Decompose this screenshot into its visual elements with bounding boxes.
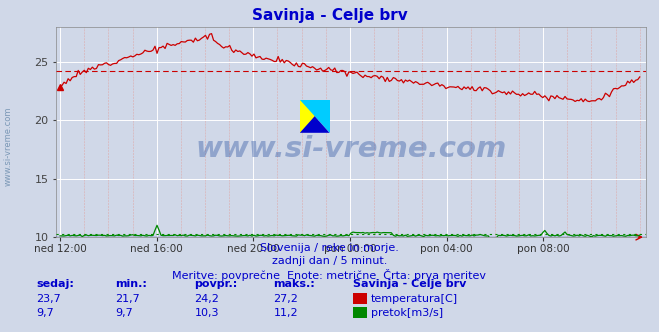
Text: 23,7: 23,7 (36, 294, 61, 304)
Text: zadnji dan / 5 minut.: zadnji dan / 5 minut. (272, 256, 387, 266)
Text: 27,2: 27,2 (273, 294, 299, 304)
Text: pretok[m3/s]: pretok[m3/s] (371, 308, 443, 318)
Text: 11,2: 11,2 (273, 308, 298, 318)
Text: 10,3: 10,3 (194, 308, 219, 318)
Text: Slovenija / reke in morje.: Slovenija / reke in morje. (260, 243, 399, 253)
Text: 9,7: 9,7 (115, 308, 133, 318)
Text: 24,2: 24,2 (194, 294, 219, 304)
Text: min.:: min.: (115, 279, 147, 289)
Polygon shape (300, 100, 330, 133)
Text: povpr.:: povpr.: (194, 279, 238, 289)
Text: 21,7: 21,7 (115, 294, 140, 304)
Text: temperatura[C]: temperatura[C] (371, 294, 458, 304)
Text: sedaj:: sedaj: (36, 279, 74, 289)
Text: Meritve: povprečne  Enote: metrične  Črta: prva meritev: Meritve: povprečne Enote: metrične Črta:… (173, 269, 486, 281)
Polygon shape (300, 100, 330, 133)
Text: 9,7: 9,7 (36, 308, 54, 318)
Text: maks.:: maks.: (273, 279, 315, 289)
Text: www.si-vreme.com: www.si-vreme.com (195, 135, 507, 163)
Text: Savinja - Celje brv: Savinja - Celje brv (353, 279, 466, 289)
Text: Savinja - Celje brv: Savinja - Celje brv (252, 8, 407, 23)
Text: www.si-vreme.com: www.si-vreme.com (3, 106, 13, 186)
Polygon shape (300, 116, 330, 133)
